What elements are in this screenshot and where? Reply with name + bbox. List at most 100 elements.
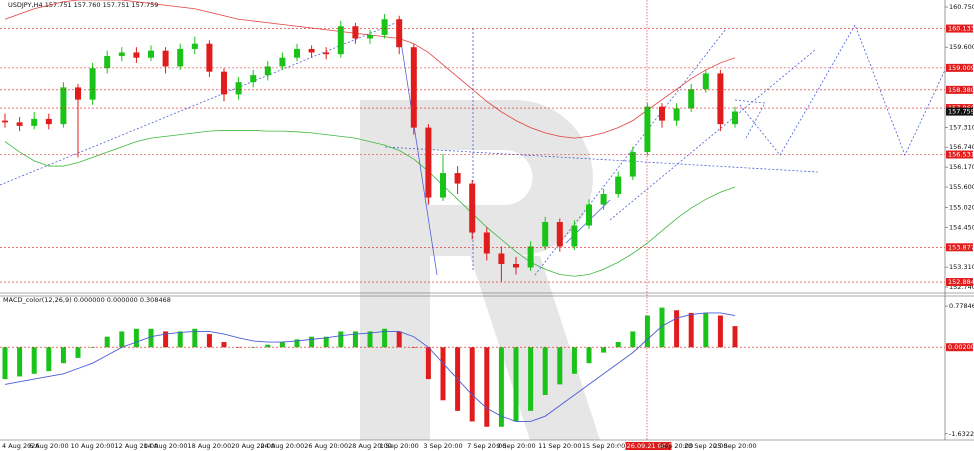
candle-body [235,82,242,95]
candle-body [454,173,461,184]
candle-body [323,52,330,55]
macd-bar [440,347,446,401]
candle-body [542,222,549,247]
macd-bar [469,347,475,422]
last-price-label: 157.759 [948,108,974,116]
candle-body [410,47,417,128]
macd-bar [323,336,329,348]
y-tick-label: 156.740 [949,143,974,151]
candle-body [498,253,505,264]
macd-bar [236,347,242,348]
crosshair-label-box [625,442,672,450]
candle-body [556,222,563,247]
level-label: 0.002006 [948,343,974,351]
y-tick-label: 153.310 [949,263,974,271]
y-tick-label: 159.600 [949,43,974,51]
macd-bar [119,331,125,348]
x-tick-label: 9 Sep 20:00 [496,442,535,450]
watermark [360,100,600,440]
y-tick-label: 157.310 [949,123,974,131]
macd-bar [586,347,592,364]
candle-body [75,87,81,100]
candle-body [221,71,227,95]
level-label: 160.133 [948,25,974,33]
macd-bar [513,347,519,422]
candle-body [600,194,607,205]
x-tick-label: Sep 20:00 [660,442,693,450]
candle-body [191,43,198,49]
macd-bar [60,347,66,364]
macd-title: MACD_color(12,26,9) 0.000000 0.000000 0.… [3,296,171,304]
candle-body [60,87,67,125]
level-label: 156.531 [948,151,974,159]
macd-bar [484,347,490,427]
candle-body [732,111,738,125]
macd-bar [294,339,300,348]
candle-body [702,73,709,90]
candle-body [425,127,432,198]
y-tick-label: 154.450 [949,223,974,231]
level-label: 158.380 [948,86,974,94]
candle-body [483,232,490,254]
macd-bar [732,326,738,348]
macd-bar [177,331,183,348]
candle-body [206,43,213,72]
level-label: 153.877 [948,243,974,251]
moving-average [4,130,736,277]
y-tick-label: 156.170 [949,163,974,171]
candle-body [586,204,592,226]
x-tick-label: 7 Sep 20:00 [467,442,506,450]
candle-body [615,176,622,195]
level-box [946,343,973,352]
x-tick-label: 6 Aug 20:00 [29,442,69,450]
macd-bar [382,328,388,348]
level-box [946,243,973,252]
macd-bar [615,342,621,348]
macd-bar [717,315,723,348]
x-tick-label: 14 Aug 20:00 [144,442,188,450]
candle-body [133,52,140,58]
candle-body [571,225,578,247]
macd-bar [688,312,694,348]
macd-bar [352,331,358,348]
x-tick-label: 12 Aug 20:00 [114,442,158,450]
x-tick-label: 25 Sep 20:00 [713,442,756,450]
x-tick-label: 23 Sep 20:00 [684,442,727,450]
macd-bar [571,347,577,374]
candle-body [45,118,52,125]
level-box [946,63,973,72]
x-tick-label: 26 Aug 20:00 [304,442,348,450]
x-tick-label: 2026.09.21 00:00 [618,442,676,450]
candle-body [177,48,184,67]
x-tick-label: 18 Aug 20:00 [187,442,231,450]
candle-body [104,55,111,69]
macd-bar [659,307,665,348]
x-tick-label: 24 Aug 20:00 [260,442,304,450]
candle-body [527,246,534,268]
level-box [946,85,973,94]
macd-bar [46,347,52,372]
candle-body [659,106,665,121]
candle-body [367,34,373,39]
macd-bar [411,347,417,348]
macd-bar [250,347,256,348]
level-box [946,24,973,33]
candle-body [381,19,388,35]
candle-body [162,50,169,67]
macd-bar [498,347,504,427]
macd-bar [104,336,110,348]
macd-bar [206,334,212,348]
candle-body [644,106,651,153]
x-tick-label: 3 Sep 20:00 [423,442,462,450]
x-tick-label: 11 Sep 20:00 [538,442,581,450]
y-tick-label: 152.740 [949,283,974,291]
macd-bar [396,331,402,348]
y-tick-label: 155.020 [949,203,974,211]
candle-body [308,48,315,53]
candle-body [440,173,446,198]
macd-bar [674,310,680,348]
candle-body [688,89,695,109]
macd-bar [221,342,227,348]
macd-bar [17,347,23,377]
level-label: 152.884 [948,278,974,286]
